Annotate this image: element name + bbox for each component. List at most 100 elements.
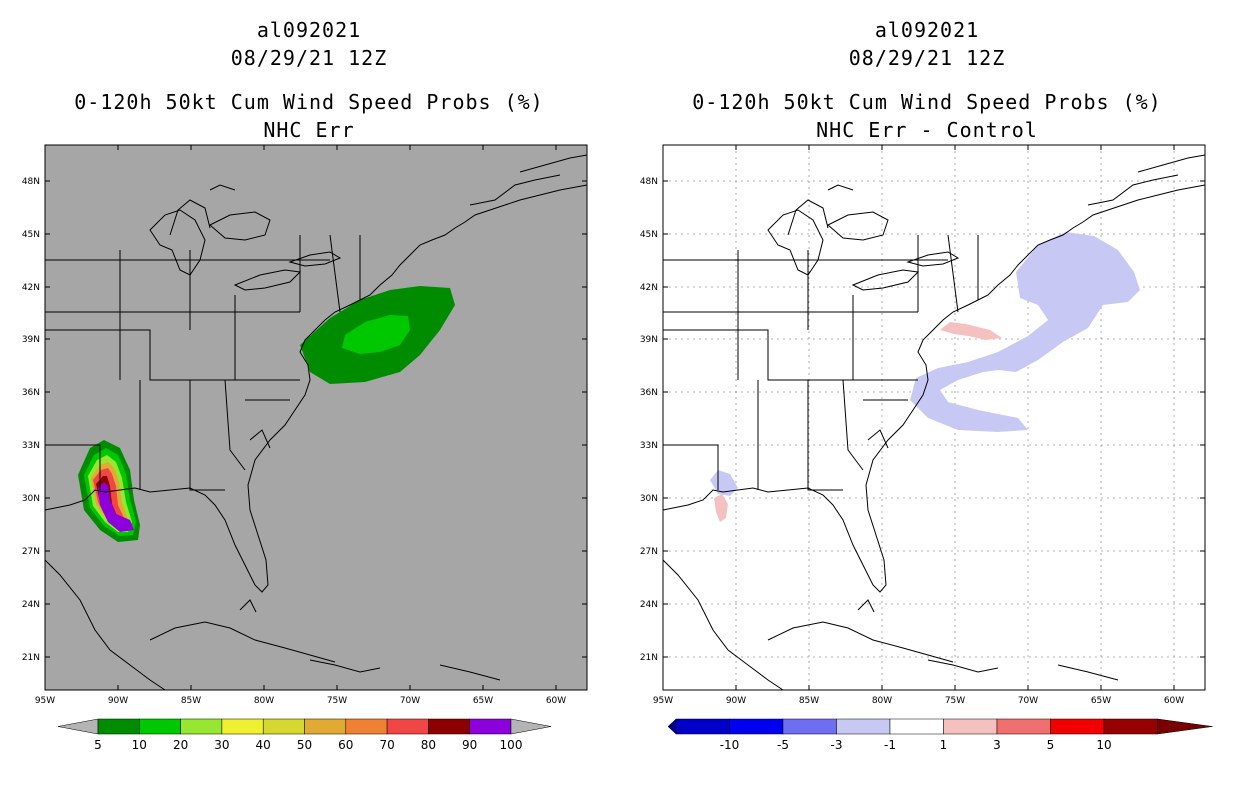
colorbar-swatch: [386, 718, 429, 735]
colorbar-swatch: [469, 718, 512, 735]
boundary-line: [224, 379, 246, 471]
lon-label: 90W: [108, 696, 128, 706]
storm-id: al092021: [874, 18, 980, 42]
boundary-line: [149, 621, 336, 663]
colorbar-left: 5 10 20 30 40 50 60 70 80 90 100: [57, 718, 552, 752]
lon-label: 75W: [327, 696, 347, 706]
boundary-line: [239, 599, 257, 613]
boundary-line: [663, 444, 719, 490]
colorbar-swatch: [262, 718, 305, 735]
boundary-line: [1137, 154, 1206, 173]
colorbar-label: -1: [884, 738, 896, 752]
boundary-line: [209, 184, 236, 191]
colorbar-swatch: [729, 718, 784, 735]
lon-label: 65W: [1091, 696, 1111, 706]
colorbar-swatch: [139, 718, 181, 735]
colorbar-label: 20: [173, 738, 188, 752]
colorbar-swatch: [428, 718, 470, 735]
map-axes: 48N 45N 42N 39N 36N 33N 30N 27N 24N 21N 95W 90W 85W 8…: [640, 145, 1205, 706]
boundary-line: [189, 380, 225, 491]
colorbar-label: 5: [94, 738, 102, 752]
lat-label: 24N: [22, 600, 40, 610]
lon-label: 80W: [254, 696, 274, 706]
boundary-line: [767, 621, 954, 663]
colorbar-end-right: [1157, 718, 1213, 735]
forecast-datetime: 08/29/21 12Z: [848, 46, 1006, 70]
lat-label: 48N: [22, 177, 40, 187]
lat-label: 30N: [22, 494, 40, 504]
colorbar-label: 40: [256, 738, 271, 752]
lat-label: 33N: [22, 441, 40, 451]
lon-label: 85W: [799, 696, 819, 706]
northeast-diff-blue: [910, 232, 1140, 432]
colorbar-label: 60: [338, 738, 353, 752]
boundary-line: [662, 184, 1206, 593]
colorbar-swatch: [221, 718, 264, 735]
colorbar-swatch: [180, 718, 223, 735]
lat-label: 45N: [22, 230, 40, 240]
northeast-prob-lightgreen: [342, 315, 410, 354]
boundary-line: [807, 380, 843, 491]
boundary-line: [519, 154, 588, 173]
boundary-line: [309, 659, 381, 673]
colorbar-swatch: [675, 718, 730, 735]
colorbar-swatch: [1050, 718, 1105, 735]
product-title: 0-120h 50kt Cum Wind Speed Probs (%): [692, 90, 1162, 114]
colorbar-swatch: [345, 718, 388, 735]
northeast-diff-red: [940, 322, 1002, 340]
boundary-line: [851, 269, 920, 291]
colorbar-label: 70: [379, 738, 394, 752]
boundary-line: [827, 211, 889, 241]
lat-label: 21N: [640, 653, 658, 663]
lat-label: 36N: [640, 388, 658, 398]
left-panel: al092021 08/29/21 12Z 0-120h 50kt Cum Wi…: [22, 18, 588, 752]
colorbar-swatch: [782, 718, 837, 735]
lat-label: 36N: [22, 388, 40, 398]
boundary-line: [662, 559, 784, 691]
product-subtitle: NHC Err - Control: [816, 118, 1038, 142]
boundary-line: [44, 559, 166, 691]
colorbar-swatch: [304, 718, 347, 735]
boundary-line: [209, 211, 271, 241]
colorbar-label: 1: [940, 738, 948, 752]
colorbar-end-right: [510, 718, 552, 735]
lat-label: 27N: [640, 547, 658, 557]
colorbar-end-left: [57, 718, 99, 735]
lat-label: 30N: [640, 494, 658, 504]
forecast-datetime: 08/29/21 12Z: [230, 46, 388, 70]
colorbar-label: 3: [993, 738, 1001, 752]
map-left: 48N 45N 42N 39N 36N 33N 30N 27N 24N 21N 95W 90W 85W 8…: [22, 144, 588, 752]
boundary-line: [927, 659, 999, 673]
map-right: 48N 45N 42N 39N 36N 33N 30N 27N 24N 21N 95W 90W 85W 8…: [640, 144, 1213, 752]
lat-label: 27N: [22, 547, 40, 557]
lon-label: 90W: [726, 696, 746, 706]
colorbar-swatch: [996, 718, 1051, 735]
boundary-line: [787, 199, 829, 236]
boundary-line: [233, 269, 302, 291]
lat-label: 48N: [640, 177, 658, 187]
lat-label: 42N: [640, 283, 658, 293]
colorbar-swatch: [1103, 718, 1158, 735]
colorbar-label: 50: [297, 738, 312, 752]
lat-label: 21N: [22, 653, 40, 663]
colorbar-label: -10: [720, 738, 740, 752]
boundary-line: [857, 599, 875, 613]
lon-label: 60W: [546, 696, 566, 706]
colorbar-right: -10 -5 -3 -1 1 3 5 10: [667, 718, 1213, 752]
colorbar-label: 90: [462, 738, 477, 752]
colorbar-label: 10: [132, 738, 147, 752]
boundary-line: [1087, 174, 1179, 206]
right-panel: al092021 08/29/21 12Z 0-120h 50kt Cum Wi…: [618, 0, 1236, 800]
boundary-line: [867, 429, 889, 449]
boundary-line: [249, 429, 271, 449]
boundary-line: [469, 174, 561, 206]
boundary-line: [1057, 664, 1119, 681]
boundary-line: [906, 251, 960, 267]
colorbar-label: 100: [500, 738, 523, 752]
lat-label: 24N: [640, 600, 658, 610]
colorbar-swatch: [889, 718, 944, 735]
colorbar-label: -3: [831, 738, 843, 752]
lon-label: 95W: [653, 696, 673, 706]
lon-label: 85W: [181, 696, 201, 706]
coastline-outline: [662, 154, 1206, 691]
